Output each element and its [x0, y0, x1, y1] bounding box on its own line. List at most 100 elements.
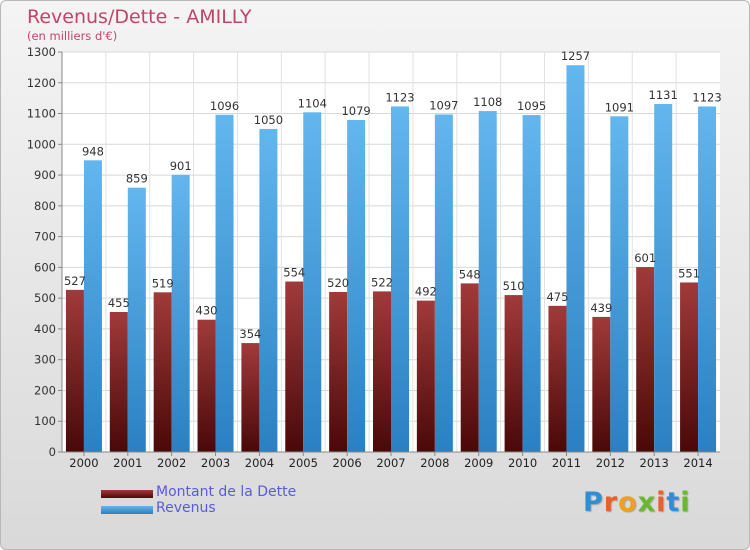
chart-title: Revenus/Dette - AMILLY	[27, 6, 252, 28]
x-tick-label: 2011	[552, 456, 581, 470]
bar-debt	[548, 305, 567, 452]
bar-debt	[241, 343, 260, 452]
data-label-revenue: 1108	[473, 95, 502, 109]
x-tick-label: 2001	[113, 456, 142, 470]
x-tick-label: 2007	[376, 456, 405, 470]
bar-revenue	[566, 65, 585, 452]
bar-debt	[636, 267, 655, 452]
data-label-debt: 527	[64, 274, 86, 288]
y-tick-label: 800	[34, 199, 56, 213]
y-tick-label: 1000	[27, 137, 56, 151]
bar-debt	[416, 300, 435, 452]
y-tick-label: 600	[34, 260, 56, 274]
data-label-revenue: 1257	[561, 49, 590, 63]
data-label-debt: 510	[503, 279, 525, 293]
x-tick-label: 2000	[69, 456, 98, 470]
x-tick-label: 2012	[596, 456, 625, 470]
logo-letter: i	[656, 487, 667, 518]
x-tick-label: 2010	[508, 456, 537, 470]
data-label-revenue: 1131	[649, 88, 678, 102]
bar-revenue	[259, 128, 278, 452]
bar-debt	[285, 281, 304, 452]
data-label-debt: 601	[634, 251, 656, 265]
logo-letter: P	[583, 487, 604, 518]
bar-revenue	[171, 174, 190, 452]
y-tick-label: 500	[34, 291, 56, 305]
data-label-revenue: 1095	[517, 99, 546, 113]
data-label-revenue: 1079	[341, 104, 370, 118]
data-label-revenue: 1096	[210, 99, 239, 113]
bar-revenue	[127, 187, 146, 452]
x-tick-label: 2004	[245, 456, 274, 470]
bar-revenue	[522, 115, 541, 453]
data-label-revenue: 948	[82, 144, 104, 158]
y-tick-label: 1200	[27, 76, 56, 90]
x-tick-label: 2008	[420, 456, 449, 470]
y-tick-label: 1300	[27, 45, 56, 59]
x-tick-label: 2014	[683, 456, 712, 470]
bar-revenue	[698, 106, 717, 452]
chart-subtitle: (en milliers d'€)	[27, 29, 118, 43]
y-tick-label: 1100	[27, 107, 56, 121]
data-label-debt: 439	[590, 301, 612, 315]
logo-letter: i	[680, 487, 691, 518]
data-label-revenue: 901	[170, 159, 192, 173]
x-tick-label: 2009	[464, 456, 493, 470]
bar-debt	[65, 289, 84, 452]
bar-revenue	[83, 160, 102, 453]
x-tick-label: 2013	[640, 456, 669, 470]
y-tick-label: 300	[34, 353, 56, 367]
x-tick-label: 2006	[332, 456, 361, 470]
logo-letter: x	[637, 487, 657, 518]
x-tick-label: 2005	[289, 456, 318, 470]
legend-swatch-revenue	[101, 506, 153, 514]
bar-debt	[153, 292, 172, 452]
bar-revenue	[347, 120, 366, 452]
data-label-debt: 519	[152, 276, 174, 290]
data-label-revenue: 1104	[298, 96, 327, 110]
bar-revenue	[434, 114, 453, 452]
y-tick-label: 0	[49, 445, 56, 459]
x-tick-label: 2003	[201, 456, 230, 470]
y-tick-label: 700	[34, 230, 56, 244]
data-label-debt: 520	[327, 276, 349, 290]
logo-letter: o	[618, 487, 638, 518]
legend-label-debt: Montant de la Dette	[156, 484, 297, 500]
bar-debt	[373, 291, 391, 452]
bar-debt	[504, 295, 523, 452]
data-label-debt: 554	[283, 266, 305, 280]
data-label-revenue: 1123	[692, 90, 721, 104]
data-label-debt: 551	[678, 266, 700, 280]
data-label-debt: 492	[415, 285, 437, 299]
bar-revenue	[610, 116, 629, 453]
bar-revenue	[303, 112, 322, 453]
data-label-debt: 430	[196, 304, 218, 318]
bar-revenue	[215, 114, 234, 453]
y-tick-label: 200	[34, 383, 56, 397]
bar-debt	[329, 292, 348, 452]
data-label-revenue: 1097	[429, 98, 458, 112]
y-tick-label: 400	[34, 322, 56, 336]
data-label-debt: 522	[371, 275, 393, 289]
bar-debt	[197, 319, 216, 452]
bar-debt	[680, 282, 699, 452]
data-label-debt: 455	[108, 296, 130, 310]
data-label-debt: 548	[459, 267, 481, 281]
logo-letter: r	[603, 487, 619, 518]
data-label-revenue: 859	[126, 172, 148, 186]
data-label-revenue: 1123	[385, 90, 414, 104]
proxiti-logo: Proxiti	[583, 487, 691, 518]
legend-swatch-debt	[101, 490, 153, 498]
bar-revenue	[478, 111, 497, 453]
data-label-revenue: 1091	[605, 100, 634, 114]
logo-letter: t	[666, 487, 681, 518]
data-label-debt: 354	[239, 327, 261, 341]
bar-debt	[109, 312, 128, 452]
bar-revenue	[654, 104, 673, 452]
data-label-revenue: 1050	[254, 113, 283, 127]
y-tick-label: 100	[34, 414, 56, 428]
y-tick-label: 900	[34, 168, 56, 182]
bar-debt	[592, 316, 611, 452]
